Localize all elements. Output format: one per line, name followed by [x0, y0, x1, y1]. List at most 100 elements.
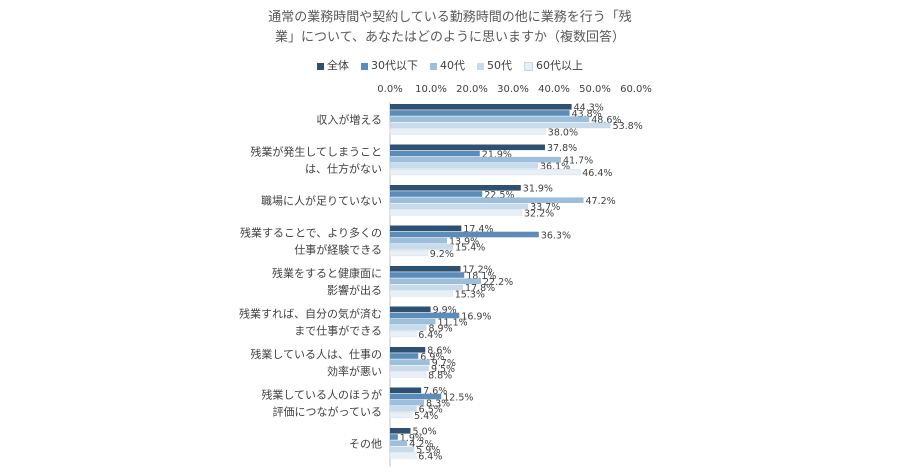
data-label: 37.8% — [547, 143, 577, 154]
data-label: 32.2% — [524, 208, 554, 219]
data-label: 8.9% — [428, 324, 452, 335]
legend-swatch — [524, 61, 533, 71]
data-label: 22.2% — [483, 277, 513, 288]
legend: 全体 30代以下 40代 50代 60代以上 — [0, 57, 900, 73]
chart-title: 通常の業務時間や契約している勤務時間の他に業務を行う「残 業」について、あなたは… — [220, 8, 680, 48]
bar — [389, 250, 428, 257]
bar — [390, 116, 590, 122]
data-label: 13.9% — [449, 237, 479, 248]
category-label: は、仕方がない — [305, 162, 382, 176]
data-label: 6.4% — [418, 330, 442, 341]
bar — [390, 353, 419, 359]
data-label: 15.3% — [455, 289, 485, 300]
bar — [389, 169, 581, 176]
bar — [390, 365, 429, 372]
bar — [390, 359, 430, 365]
bar — [390, 428, 411, 434]
bar — [390, 237, 447, 244]
legend-label: 30代以下 — [371, 59, 418, 72]
data-label: 48.6% — [591, 115, 621, 126]
chart-title-line1: 通常の業務時間や契約している勤務時間の他に業務を行う「残 — [268, 10, 632, 25]
data-label: 16.9% — [461, 311, 491, 322]
legend-swatch — [477, 62, 484, 70]
bar — [389, 128, 547, 135]
bar — [390, 434, 398, 440]
data-label: 22.5% — [484, 190, 514, 201]
category-label: まで仕事ができる — [294, 324, 382, 338]
legend-label: 50代 — [487, 59, 512, 72]
category-label: 職場に人が足りていない — [261, 194, 382, 208]
data-label: 6.5% — [419, 405, 443, 416]
legend-item: 全体 — [317, 57, 349, 73]
data-label: 8.6% — [427, 346, 451, 357]
category-label: 効率が悪い — [327, 364, 382, 378]
chart-title-line2: 業」について、あなたはどのように思いますか（複数回答） — [275, 30, 625, 45]
data-label: 47.2% — [586, 196, 616, 207]
data-label: 15.4% — [455, 243, 485, 254]
bar — [390, 446, 415, 453]
bar — [389, 452, 417, 459]
data-label: 9.2% — [430, 249, 454, 260]
category-label: 残業すれば、自分の気が済む — [239, 307, 382, 321]
x-tick-label: 10.0% — [415, 84, 447, 95]
data-label: 17.4% — [463, 224, 493, 235]
data-label: 11.1% — [438, 318, 468, 329]
bar — [390, 104, 572, 110]
data-label: 4.2% — [409, 439, 433, 450]
data-label: 38.0% — [548, 127, 578, 138]
category-label: 残業している人のほうが — [261, 388, 382, 402]
data-label: 17.8% — [465, 283, 495, 294]
bar — [390, 122, 611, 129]
data-label: 46.4% — [582, 168, 612, 179]
bar — [390, 306, 431, 313]
legend-item: 50代 — [477, 57, 512, 73]
bar — [390, 163, 539, 169]
bar — [390, 284, 463, 291]
bar — [390, 266, 461, 272]
data-label: 5.9% — [416, 445, 440, 456]
category-label: その他 — [349, 438, 382, 451]
data-label: 1.9% — [400, 433, 424, 444]
bar — [390, 110, 570, 116]
data-label: 31.9% — [523, 184, 553, 195]
bar — [390, 399, 425, 406]
category-label: 影響が出る — [327, 283, 382, 297]
legend-label: 全体 — [327, 59, 349, 72]
bar — [390, 197, 584, 203]
legend-swatch — [361, 62, 368, 70]
x-tick-label: 20.0% — [456, 84, 488, 95]
x-tick-label: 50.0% — [579, 84, 611, 95]
data-label: 7.6% — [423, 386, 447, 397]
data-label: 6.9% — [420, 352, 444, 363]
bar — [390, 144, 545, 151]
category-label: 残業している人は、仕事の — [250, 347, 382, 361]
data-label: 12.5% — [443, 392, 473, 403]
x-tick-label: 0.0% — [377, 84, 402, 95]
legend-item: 30代以下 — [361, 57, 418, 73]
bar — [390, 244, 454, 250]
x-tick-label: 30.0% — [497, 84, 529, 95]
data-label: 9.7% — [432, 358, 456, 369]
legend-swatch — [317, 62, 324, 70]
data-label: 44.3% — [574, 103, 604, 114]
bar — [390, 191, 483, 197]
bar — [389, 290, 453, 297]
bar — [390, 278, 482, 284]
bar — [390, 347, 426, 353]
legend-label: 60代以上 — [536, 59, 583, 72]
legend-swatch — [430, 62, 437, 70]
legend-item: 40代 — [430, 57, 465, 73]
data-label: 21.9% — [482, 149, 512, 160]
x-tick-label: 60.0% — [620, 84, 652, 95]
x-tick-label: 40.0% — [538, 84, 570, 95]
category-label: 残業することで、より多くの — [240, 226, 382, 240]
bar — [390, 272, 465, 278]
category-label: 評価につながっている — [273, 405, 382, 419]
bar — [390, 203, 529, 210]
data-label: 6.4% — [418, 451, 442, 462]
bar — [390, 156, 561, 163]
data-label: 33.7% — [530, 202, 560, 213]
category-label: 収入が増える — [316, 113, 382, 127]
data-label: 9.9% — [433, 305, 457, 316]
